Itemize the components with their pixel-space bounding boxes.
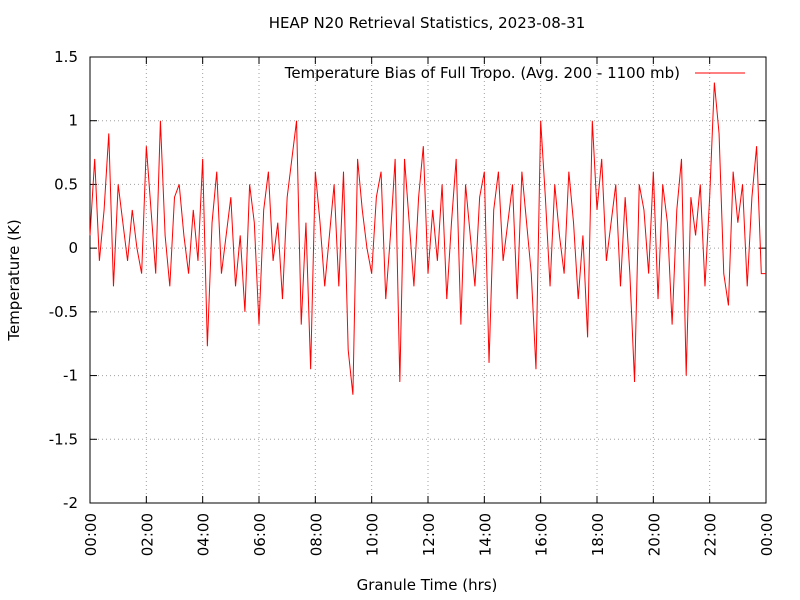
x-tick-label: 06:00 [251,513,269,556]
legend-label: Temperature Bias of Full Tropo. (Avg. 20… [284,64,680,82]
x-tick-label: 12:00 [420,513,438,556]
x-tick-label: 00:00 [758,513,776,556]
x-axis-label: Granule Time (hrs) [357,576,498,594]
y-tick-label: 0 [68,239,78,257]
x-tick-label: 02:00 [138,513,156,556]
y-axis-label: Temperature (K) [5,219,23,341]
chart-title: HEAP N20 Retrieval Statistics, 2023-08-3… [269,14,586,32]
x-tick-label: 10:00 [364,513,382,556]
y-tick-label: -0.5 [49,303,78,321]
y-tick-label: -1 [63,367,78,385]
y-tick-label: 1 [68,112,78,130]
plot-frame [89,56,767,504]
x-tick-label: 14:00 [476,513,494,556]
y-tick-label: 0.5 [54,175,78,193]
x-tick-label: 00:00 [82,513,100,556]
x-tick-label: 18:00 [589,513,607,556]
x-tick-label: 04:00 [195,513,213,556]
x-tick-label: 22:00 [702,513,720,556]
x-tick-label: 16:00 [533,513,551,556]
y-tick-label: -1.5 [49,430,78,448]
x-tick-label: 08:00 [307,513,325,556]
y-tick-label: -2 [63,494,78,512]
y-tick-label: 1.5 [54,48,78,66]
x-tick-label: 20:00 [645,513,663,556]
data-line [89,82,766,395]
